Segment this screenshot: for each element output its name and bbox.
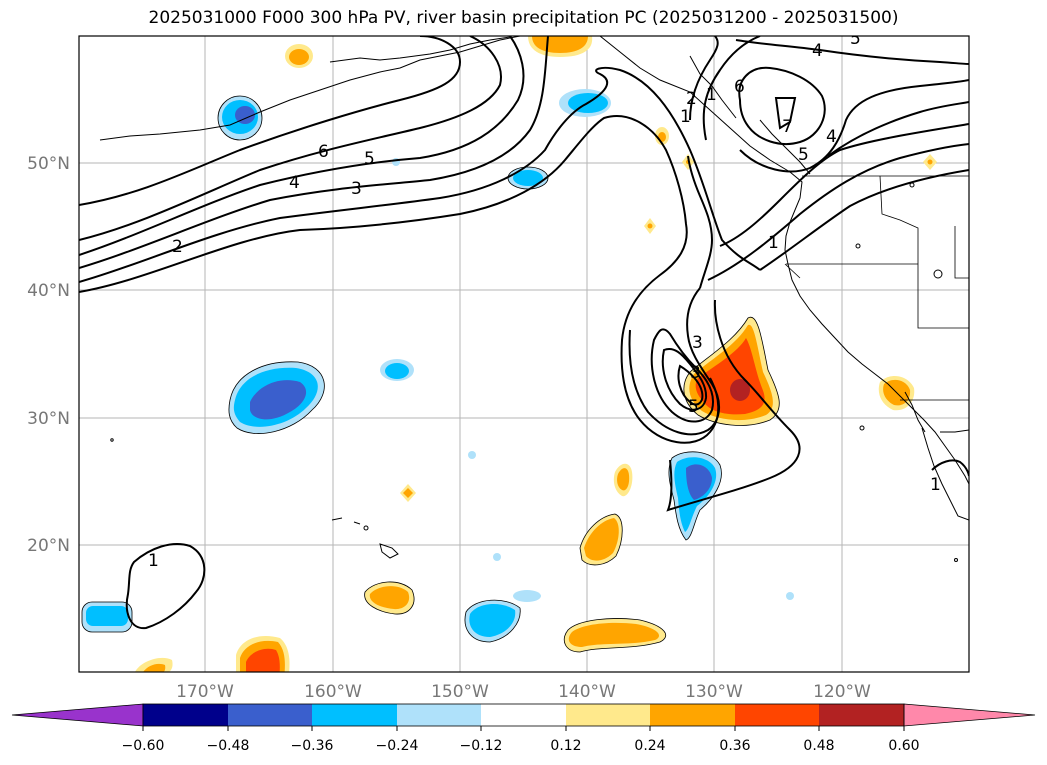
colorbar-tick-label: 0.60 (888, 738, 919, 754)
precip-positive-patch (528, 36, 593, 57)
contour-label: 5 (850, 29, 861, 49)
colorbar-extend-high (903, 703, 1036, 727)
colorbar-segment (566, 704, 650, 726)
colorbar-tick-label: 0.48 (803, 738, 834, 754)
map-frame (78, 35, 970, 673)
lon-label: 130°W (685, 682, 743, 702)
colorbar-outline (142, 703, 905, 727)
precip-positive-patch (564, 618, 666, 652)
colorbar-tick-label: −0.12 (460, 738, 503, 754)
precip-negative-patch (465, 590, 541, 642)
contour-label: 4 (826, 127, 837, 147)
contour-label: 5 (688, 397, 699, 417)
contour-label: 7 (782, 117, 793, 137)
precip-positive-patch (236, 636, 290, 672)
colorbar: −0.60 −0.48 −0.36 −0.24 −0.12 0.12 0.24 … (11, 703, 1036, 754)
colorbar-segment (312, 704, 397, 726)
colorbar-tick-label: −0.24 (376, 738, 419, 754)
colorbar-segment (481, 704, 566, 726)
precip-fill (82, 36, 937, 672)
contour-label: 5 (364, 149, 375, 169)
precip-positive-patch (613, 463, 633, 497)
contour-label: 1 (768, 233, 779, 253)
contour-label: 4 (289, 173, 300, 193)
colorbar-segment (143, 704, 228, 726)
lon-label: 150°W (431, 682, 489, 702)
contour-label: 2 (172, 237, 183, 257)
contour-labels: 1 2 3 4 5 6 1 1 3 5 1 4 5 6 7 4 5 2 1 3 (148, 29, 941, 571)
precip-negative-patch (380, 359, 414, 381)
precip-negative-patch (392, 158, 794, 600)
contour-label: 3 (692, 333, 703, 353)
contour-label: 6 (734, 77, 745, 97)
colorbar-segment (228, 704, 312, 726)
lon-label: 160°W (304, 682, 362, 702)
lat-label: 30°N (27, 409, 70, 429)
colorbar-tick-label: −0.36 (291, 738, 334, 754)
latitude-labels: 50°N 40°N 30°N 20°N (27, 154, 70, 556)
lat-label: 50°N (27, 154, 70, 174)
colorbar-tick-label: 0.24 (634, 738, 665, 754)
precip-outlines (81, 95, 780, 653)
precip-negative-patch (559, 89, 611, 117)
contour-label: 4 (812, 41, 823, 61)
precip-positive-patch (580, 514, 623, 565)
contour-label: 6 (318, 142, 329, 162)
precip-negative-patch (228, 361, 325, 434)
contour-label: 5 (798, 145, 809, 165)
colorbar-tick-label: 0.36 (719, 738, 750, 754)
lat-label: 40°N (27, 281, 70, 301)
precip-positive-patch (364, 581, 415, 615)
colorbar-tick-label: −0.60 (122, 738, 165, 754)
colorbar-extend-low (11, 703, 144, 727)
precip-negative-patch (218, 96, 262, 140)
map-title: 2025031000 F000 300 hPa PV, river basin … (148, 8, 899, 28)
contour-label: 1 (148, 551, 159, 571)
colorbar-segment (650, 704, 735, 726)
precip-negative-patch (668, 451, 722, 540)
lon-label: 120°W (813, 682, 871, 702)
colorbar-segment (735, 704, 819, 726)
coastlines (99, 36, 969, 562)
longitude-labels: 170°W 160°W 150°W 140°W 130°W 120°W (176, 682, 871, 702)
pv-contours (79, 36, 969, 630)
contour-label: 1 (680, 107, 691, 127)
contour-label: 3 (690, 363, 701, 383)
precip-positive-patch (135, 44, 937, 672)
lon-label: 140°W (558, 682, 616, 702)
colorbar-segment (819, 704, 904, 726)
precip-negative-patch (82, 602, 132, 632)
contour-label: 3 (351, 179, 362, 199)
colorbar-ticks (142, 726, 905, 731)
contour-label: 2 (686, 89, 697, 109)
colorbar-segment (397, 704, 481, 726)
lat-label: 20°N (27, 536, 70, 556)
lon-label: 170°W (176, 682, 234, 702)
contour-label: 1 (706, 85, 717, 105)
colorbar-tick-label: 0.12 (550, 738, 581, 754)
contour-label: 1 (930, 475, 941, 495)
colorbar-tick-label: −0.48 (207, 738, 250, 754)
